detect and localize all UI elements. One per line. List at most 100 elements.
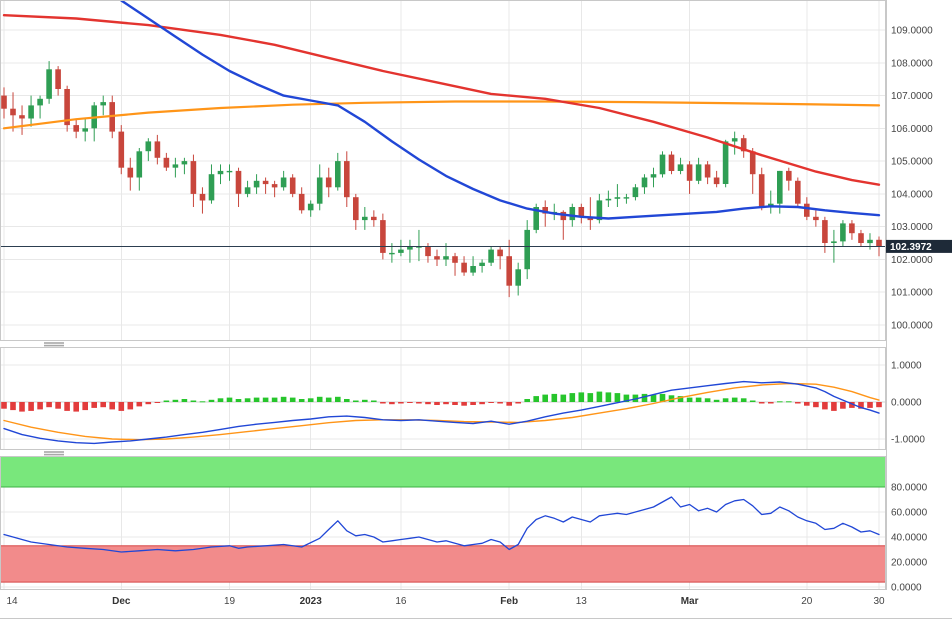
price-tick-label: 105.0000: [891, 157, 933, 168]
candle-body: [353, 197, 359, 221]
panel-divider-grip[interactable]: [44, 342, 64, 347]
candle-body: [497, 249, 503, 257]
candle-body: [758, 174, 765, 207]
histogram-bar: [578, 392, 585, 402]
candle-body: [37, 98, 43, 106]
candle-body: [208, 174, 215, 201]
candle-body: [804, 203, 810, 217]
macd-panel[interactable]: [0, 347, 886, 450]
rsi-tick-label: 80.0000: [891, 483, 928, 494]
histogram-bar: [605, 392, 612, 402]
candle-body: [524, 229, 530, 270]
candle-body: [867, 239, 873, 244]
price-tick-label: 106.0000: [891, 124, 933, 135]
histogram-bar: [668, 395, 675, 402]
candle-body: [181, 161, 188, 165]
histogram-bar: [172, 399, 179, 402]
candle-body: [722, 141, 729, 184]
histogram-bar: [118, 402, 125, 411]
candle-body: [199, 193, 206, 201]
candle-body: [19, 115, 25, 119]
histogram-bar: [1, 402, 7, 409]
candle-body: [307, 203, 314, 211]
time-tick-label: 16: [395, 596, 407, 607]
candle-body: [840, 223, 846, 242]
histogram-bar: [506, 402, 512, 406]
histogram-bar: [740, 398, 747, 402]
histogram-bar: [271, 397, 278, 402]
histogram-bar: [515, 402, 521, 404]
histogram-bar: [37, 402, 43, 410]
time-tick-label: Dec: [112, 596, 131, 607]
candle-body: [226, 170, 233, 173]
histogram-bar: [280, 396, 287, 402]
candle-body: [280, 177, 287, 188]
histogram-bar: [163, 400, 170, 402]
time-tick-label: Feb: [500, 596, 518, 607]
macd-main-line: [3, 380, 880, 445]
candle-body: [686, 164, 693, 181]
panel-border: [0, 456, 886, 590]
candle-body: [28, 105, 34, 119]
candle-body: [795, 180, 801, 204]
ma-blue-line: [120, 0, 881, 220]
histogram-bar: [398, 402, 404, 404]
candle-body: [822, 220, 828, 243]
histogram-bar: [786, 401, 792, 403]
candle-body: [731, 138, 738, 142]
candle-body: [46, 69, 52, 99]
price-tick-label: 100.0000: [891, 321, 933, 332]
time-axis[interactable]: 14 Dec 19 2023 16 Feb 13 Mar 20 30: [0, 596, 952, 619]
histogram-bar: [542, 394, 548, 402]
panel-divider-grip[interactable]: [44, 451, 64, 456]
histogram-bar: [650, 394, 657, 402]
histogram-bar: [849, 402, 855, 408]
candle-body: [262, 180, 269, 185]
last-price-label-box: [886, 239, 952, 253]
histogram-bar: [226, 397, 233, 402]
candle-body: [316, 177, 323, 204]
histogram-bar: [154, 402, 161, 403]
grip-line: [44, 344, 64, 347]
candle-body: [298, 193, 305, 211]
candle-body: [506, 256, 512, 286]
histogram-bar: [28, 402, 34, 411]
candle-body: [452, 256, 458, 263]
histogram-bar: [623, 394, 630, 402]
candle-body: [271, 184, 278, 188]
histogram-bar: [758, 402, 765, 404]
histogram-bar: [136, 402, 143, 407]
price-panel[interactable]: [0, 0, 886, 341]
histogram-bar: [199, 401, 206, 403]
histogram-bar: [488, 402, 494, 403]
histogram-bar: [416, 402, 422, 404]
histogram-bar: [127, 402, 134, 410]
candle-body: [127, 167, 134, 178]
candle-body: [515, 269, 521, 286]
rsi-tick-label: 40.0000: [891, 533, 928, 544]
histogram-bar: [497, 402, 503, 404]
candlestick-series: [1, 61, 882, 298]
price-tick-label: 109.0000: [891, 26, 933, 37]
candle-body: [695, 164, 702, 181]
histogram-bar: [64, 402, 70, 411]
price-axis[interactable]: 109.0000 108.0000 107.0000 106.0000 105.0000…: [886, 0, 952, 594]
histogram-bar: [434, 402, 440, 405]
candle-body: [398, 249, 404, 253]
histogram-bar: [713, 399, 720, 402]
candle-body: [64, 89, 70, 126]
histogram-bar: [353, 400, 359, 402]
histogram-bar: [335, 396, 341, 402]
histogram-bar: [46, 402, 52, 408]
candle-body: [569, 207, 576, 221]
candle-body: [479, 262, 485, 266]
candle-body: [713, 177, 720, 185]
candle-body: [461, 262, 467, 273]
grip-line: [44, 342, 64, 344]
candle-body: [560, 211, 567, 221]
histogram-bar: [262, 397, 269, 402]
candle-body: [100, 102, 106, 106]
panel-border: [0, 0, 886, 341]
